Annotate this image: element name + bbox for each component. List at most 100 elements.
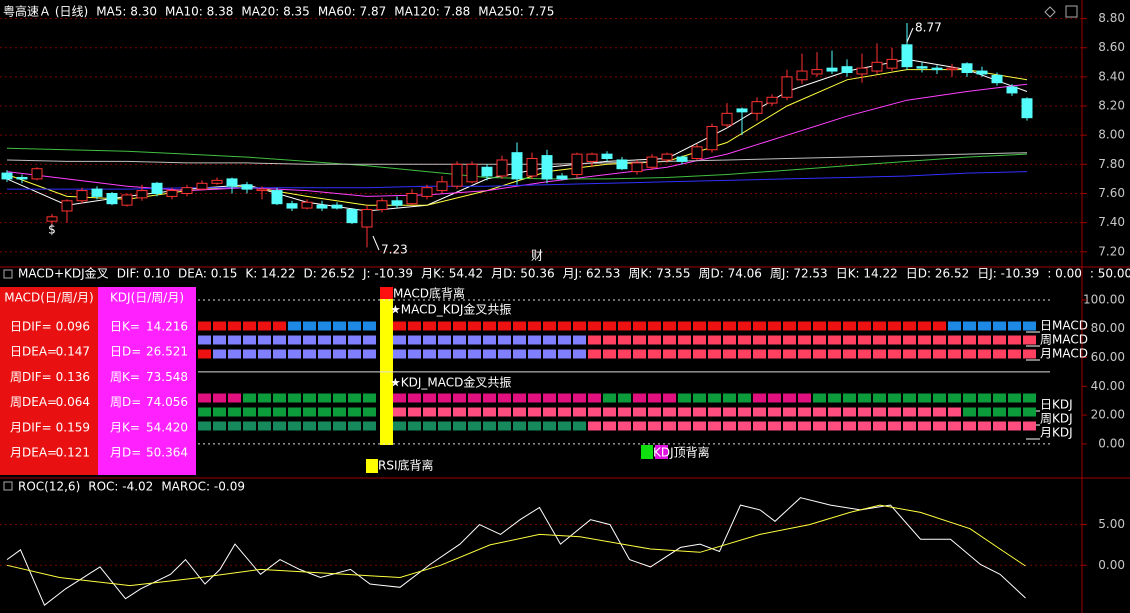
signal-cell bbox=[348, 421, 361, 431]
signal-cell bbox=[603, 407, 616, 417]
signal-cell bbox=[633, 421, 646, 431]
signal-cell bbox=[408, 335, 421, 345]
signal-cell bbox=[228, 349, 241, 359]
signal-cell bbox=[258, 393, 271, 403]
signal-cell bbox=[243, 349, 256, 359]
signal-cell bbox=[438, 335, 451, 345]
signal-cell bbox=[498, 407, 511, 417]
signal-cell bbox=[663, 407, 676, 417]
row-label: 月KDJ bbox=[1040, 426, 1073, 440]
signal-cell bbox=[948, 393, 961, 403]
signal-cell bbox=[393, 349, 406, 359]
signal-cell bbox=[798, 407, 811, 417]
signal-cell bbox=[708, 335, 721, 345]
icon[interactable] bbox=[3, 269, 13, 279]
candle-body bbox=[601, 153, 613, 160]
signal-cell bbox=[423, 421, 436, 431]
table-cell: 26.521 bbox=[146, 345, 188, 359]
signal-cell bbox=[633, 407, 646, 417]
signal-cell bbox=[963, 421, 976, 431]
signal-cell bbox=[633, 393, 646, 403]
signal-cell bbox=[258, 349, 271, 359]
signal-cell bbox=[618, 407, 631, 417]
signal-cell bbox=[528, 321, 541, 331]
signal-cell bbox=[408, 407, 421, 417]
signal-cell bbox=[468, 321, 481, 331]
candle-body bbox=[691, 146, 703, 160]
table-cell: 0.136 bbox=[56, 370, 90, 384]
y-tick-label: 80.00 bbox=[1091, 321, 1125, 335]
icon[interactable] bbox=[1044, 6, 1056, 18]
signal-label: RSI底背离 bbox=[378, 458, 434, 473]
signal-cell bbox=[963, 407, 976, 417]
indicator-value: DIF: 0.10 bbox=[117, 267, 170, 281]
signal-cell bbox=[318, 335, 331, 345]
signal-cell bbox=[543, 407, 556, 417]
icon[interactable] bbox=[3, 481, 13, 491]
signal-cell bbox=[768, 349, 781, 359]
candle-body bbox=[976, 70, 988, 75]
signal-cell bbox=[648, 421, 661, 431]
signal-cell bbox=[348, 393, 361, 403]
signal-cell bbox=[873, 421, 886, 431]
signal-cell bbox=[978, 349, 991, 359]
signal-cell bbox=[483, 349, 496, 359]
signal-cell bbox=[588, 321, 601, 331]
signal-cell bbox=[798, 421, 811, 431]
signal-cell bbox=[258, 335, 271, 345]
signal-cell bbox=[273, 321, 286, 331]
signal-box bbox=[641, 445, 653, 459]
table-cell: 73.548 bbox=[146, 370, 188, 384]
signal-cell bbox=[213, 393, 226, 403]
signal-cell bbox=[273, 335, 286, 345]
legend-entry: MA10: 8.38 bbox=[165, 5, 233, 19]
candle-body bbox=[556, 175, 568, 180]
signal-cell bbox=[363, 393, 376, 403]
signal-cell bbox=[468, 349, 481, 359]
signal-cell bbox=[768, 335, 781, 345]
annotation-arrow bbox=[372, 235, 380, 251]
signal-cell bbox=[918, 407, 931, 417]
signal-cell bbox=[198, 335, 211, 345]
signal-cell bbox=[603, 393, 616, 403]
signal-cell bbox=[963, 321, 976, 331]
candle-body bbox=[256, 188, 268, 192]
signal-cell bbox=[858, 349, 871, 359]
legend-entry: MA5: 8.30 bbox=[96, 5, 157, 19]
candle-body bbox=[286, 203, 298, 209]
candle-body bbox=[226, 178, 238, 187]
signal-cell bbox=[288, 393, 301, 403]
signal-cell bbox=[603, 321, 616, 331]
panel-title: ROC(12,6) bbox=[18, 480, 80, 494]
signal-cell bbox=[843, 349, 856, 359]
signal-cell bbox=[708, 421, 721, 431]
signal-cell bbox=[693, 407, 706, 417]
signal-cell bbox=[843, 393, 856, 403]
candle-body bbox=[796, 70, 808, 81]
table-cell: 0.121 bbox=[56, 446, 90, 460]
signal-cell bbox=[858, 393, 871, 403]
signal-cell bbox=[228, 407, 241, 417]
candle-body bbox=[871, 61, 883, 72]
signal-cell bbox=[678, 407, 691, 417]
table-cell: 月DEA= bbox=[10, 446, 57, 460]
signal-cell bbox=[228, 335, 241, 345]
y-tick-label: 8.00 bbox=[1098, 128, 1125, 142]
signal-cell bbox=[528, 349, 541, 359]
signal-cell bbox=[993, 407, 1006, 417]
signal-cell bbox=[843, 407, 856, 417]
signal-cell bbox=[783, 321, 796, 331]
signal-cell bbox=[648, 349, 661, 359]
signal-cell bbox=[948, 407, 961, 417]
candle-body bbox=[1021, 98, 1033, 119]
signal-cell bbox=[753, 349, 766, 359]
signal-cell bbox=[1008, 421, 1021, 431]
signal-cell bbox=[918, 421, 931, 431]
signal-cell bbox=[573, 321, 586, 331]
icon[interactable] bbox=[1065, 5, 1078, 18]
candle-body bbox=[766, 96, 778, 104]
signal-cell bbox=[498, 393, 511, 403]
signal-cell bbox=[993, 421, 1006, 431]
table-cell: 日D= bbox=[110, 345, 141, 359]
signal-label: KDJ顶背离 bbox=[653, 445, 710, 460]
